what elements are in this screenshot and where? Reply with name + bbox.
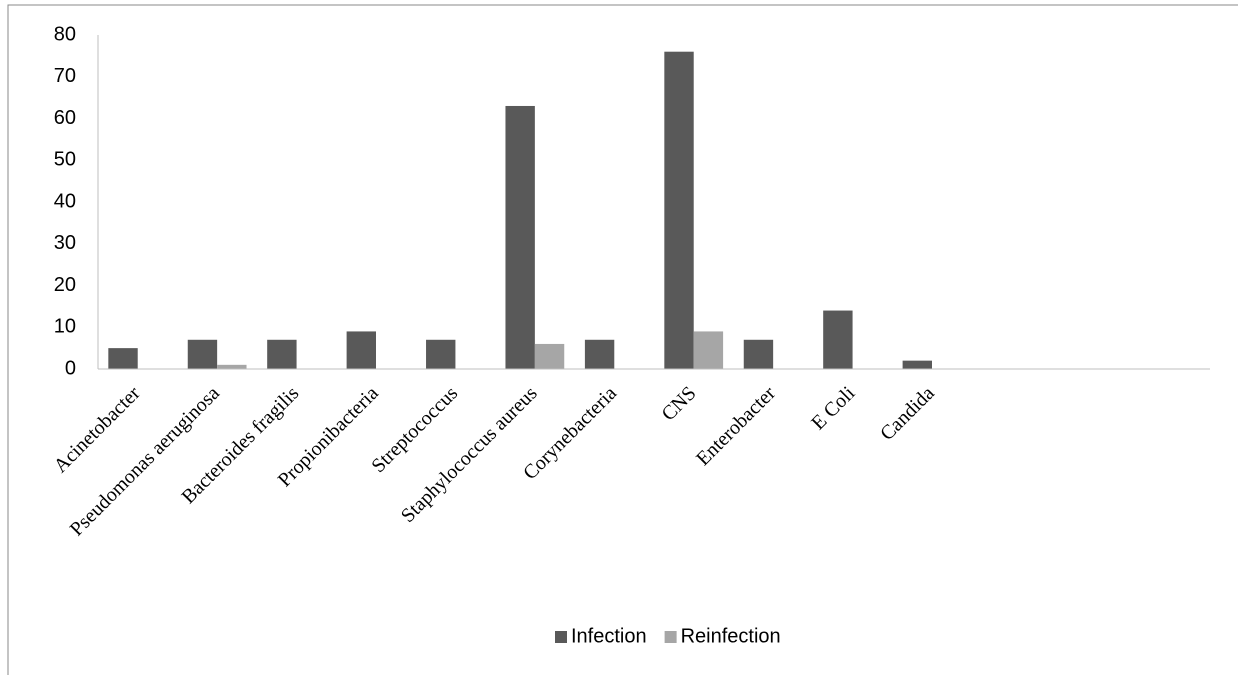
y-tick-label: 80 (54, 23, 76, 45)
bar (108, 348, 138, 369)
bar (693, 331, 724, 369)
y-tick-label: 60 (54, 107, 76, 129)
x-tick-label: Staphylococcus aureus (397, 382, 542, 527)
x-tick-label: Pseudomonas aeruginosa (66, 382, 224, 540)
y-tick-label: 50 (54, 149, 76, 171)
bar (534, 343, 565, 369)
legend-swatch (555, 631, 567, 643)
bar (505, 105, 535, 369)
y-tick-label: 30 (54, 232, 76, 254)
bar (346, 331, 376, 369)
bar (664, 51, 694, 369)
bar (217, 364, 247, 369)
chart-border (7, 4, 1238, 675)
bar (902, 360, 932, 369)
x-tick-label: Candida (876, 382, 939, 445)
y-tick-label: 20 (54, 274, 76, 296)
y-tick-label: 10 (54, 316, 76, 338)
bar (823, 310, 853, 369)
bar (187, 339, 218, 369)
bar (426, 339, 456, 369)
legend-swatch (664, 631, 677, 643)
x-tick-label: CNS (657, 382, 700, 425)
legend-label: Infection (571, 625, 647, 647)
bar (584, 339, 615, 369)
bar (267, 339, 297, 369)
y-tick-label: 0 (65, 357, 76, 379)
y-tick-label: 40 (54, 190, 76, 212)
x-tick-label: E Coli (807, 382, 859, 434)
x-tick-label: Enterobacter (692, 382, 780, 470)
legend-label: Reinfection (681, 625, 781, 647)
y-tick-label: 70 (54, 65, 76, 87)
bar (743, 339, 774, 369)
